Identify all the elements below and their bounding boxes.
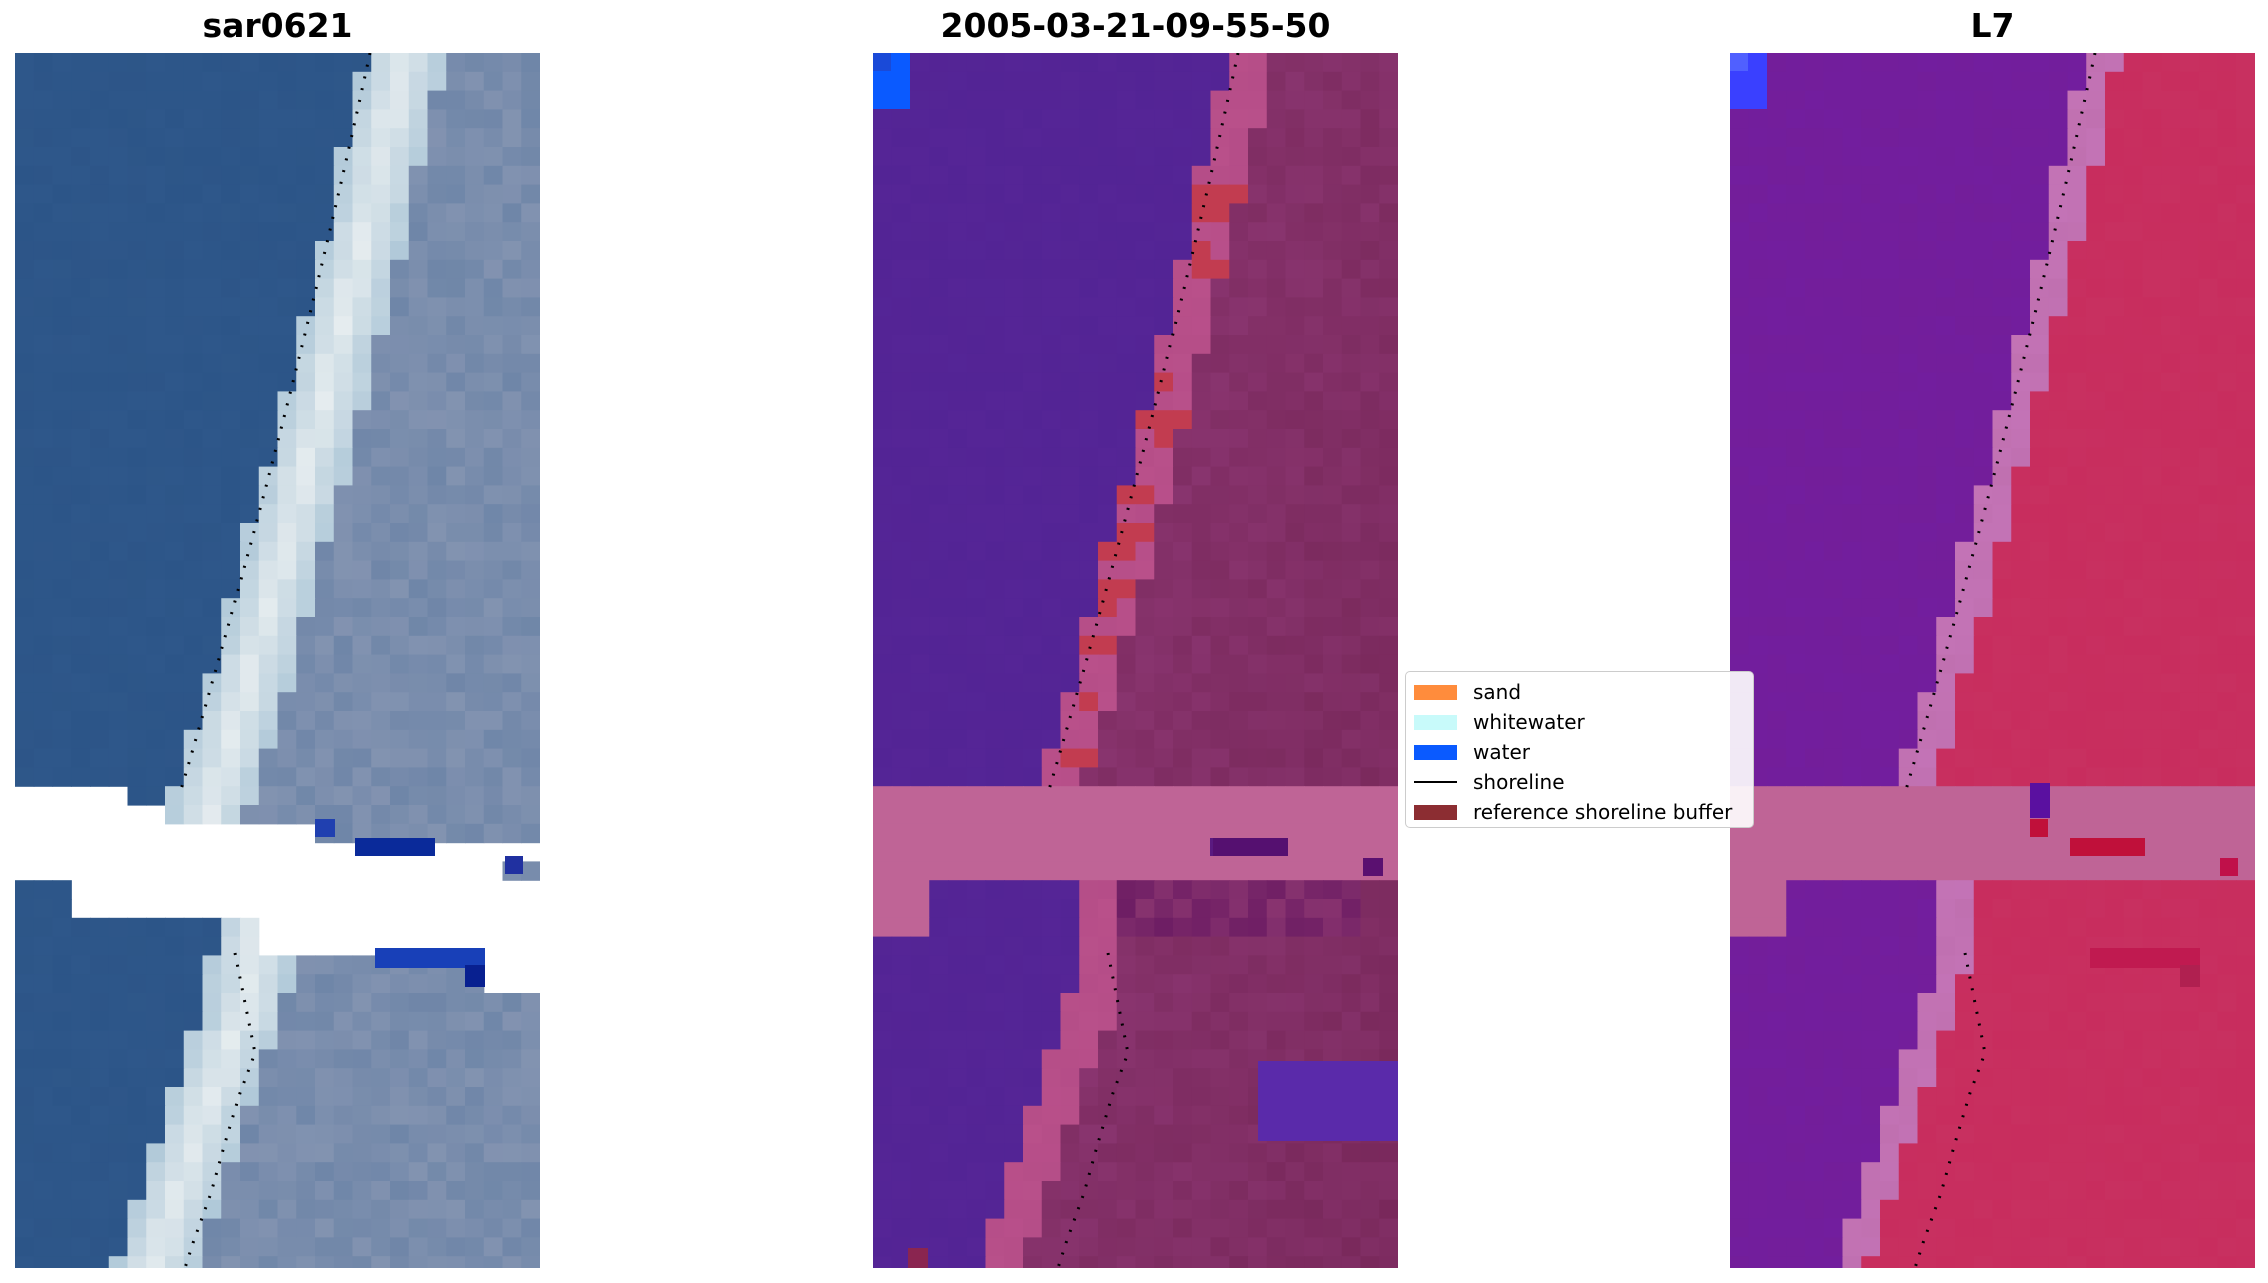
legend-line-shoreline	[1414, 781, 1457, 783]
legend-label-water: water	[1473, 740, 1530, 764]
legend-label-whitewater: whitewater	[1473, 710, 1585, 734]
nir-satellite-image	[1730, 53, 2255, 1268]
legend-swatch-water	[1414, 744, 1457, 760]
legend-swatch-sand	[1414, 684, 1457, 700]
classified-image-panel	[873, 53, 1398, 1268]
rgb-satellite-image	[15, 53, 540, 1268]
legend-item-whitewater: whitewater	[1414, 707, 1745, 737]
legend: sand whitewater water shoreline referenc…	[1405, 671, 1754, 828]
legend-item-sand: sand	[1414, 677, 1745, 707]
legend-item-water: water	[1414, 737, 1745, 767]
panel-title-rgb: sar0621	[202, 6, 353, 45]
rgb-image-panel	[15, 53, 540, 1268]
panel-title-nir: L7	[1970, 6, 2015, 45]
panel-title-classified: 2005-03-21-09-55-50	[940, 6, 1331, 45]
legend-item-shoreline: shoreline	[1414, 767, 1745, 797]
nir-image-panel	[1730, 53, 2255, 1268]
classified-satellite-image	[873, 53, 1398, 1268]
legend-label-buffer: reference shoreline buffer	[1473, 800, 1733, 824]
legend-swatch-whitewater	[1414, 714, 1457, 730]
legend-label-sand: sand	[1473, 680, 1522, 704]
legend-item-buffer: reference shoreline buffer	[1414, 797, 1745, 827]
legend-label-shoreline: shoreline	[1473, 770, 1565, 794]
legend-swatch-buffer	[1414, 804, 1457, 820]
